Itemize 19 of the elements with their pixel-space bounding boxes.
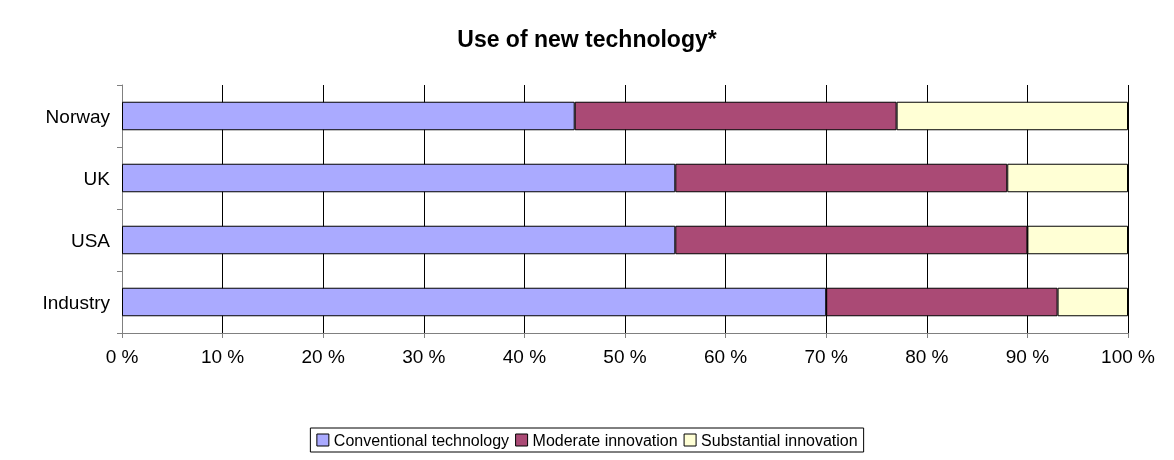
x-tick-label: 100 %: [1101, 346, 1156, 367]
legend-label: Moderate innovation: [532, 431, 678, 449]
x-tick-label: 0 %: [105, 346, 139, 367]
x-tick-label: 50 %: [603, 346, 647, 367]
x-tick-label: 70 %: [804, 346, 848, 367]
x-tick-label: 90 %: [1005, 346, 1050, 367]
x-tick-label: 40 %: [502, 346, 547, 367]
legend-label: Substantial innovation: [701, 431, 858, 449]
y-tick-label: Norway: [45, 105, 111, 127]
y-tick-label: USA: [70, 229, 111, 251]
x-tick-label: 20 %: [301, 346, 345, 367]
chart-title: Use of new technology*: [457, 25, 717, 52]
y-tick-label: UK: [83, 167, 111, 189]
x-tick-label: 10 %: [200, 346, 245, 367]
legend-label: Conventional technology: [333, 431, 510, 449]
y-tick-label: Industry: [42, 291, 111, 313]
x-tick-label: 60 %: [703, 346, 748, 367]
x-tick-label: 30 %: [402, 346, 446, 367]
x-tick-label: 80 %: [905, 346, 949, 367]
